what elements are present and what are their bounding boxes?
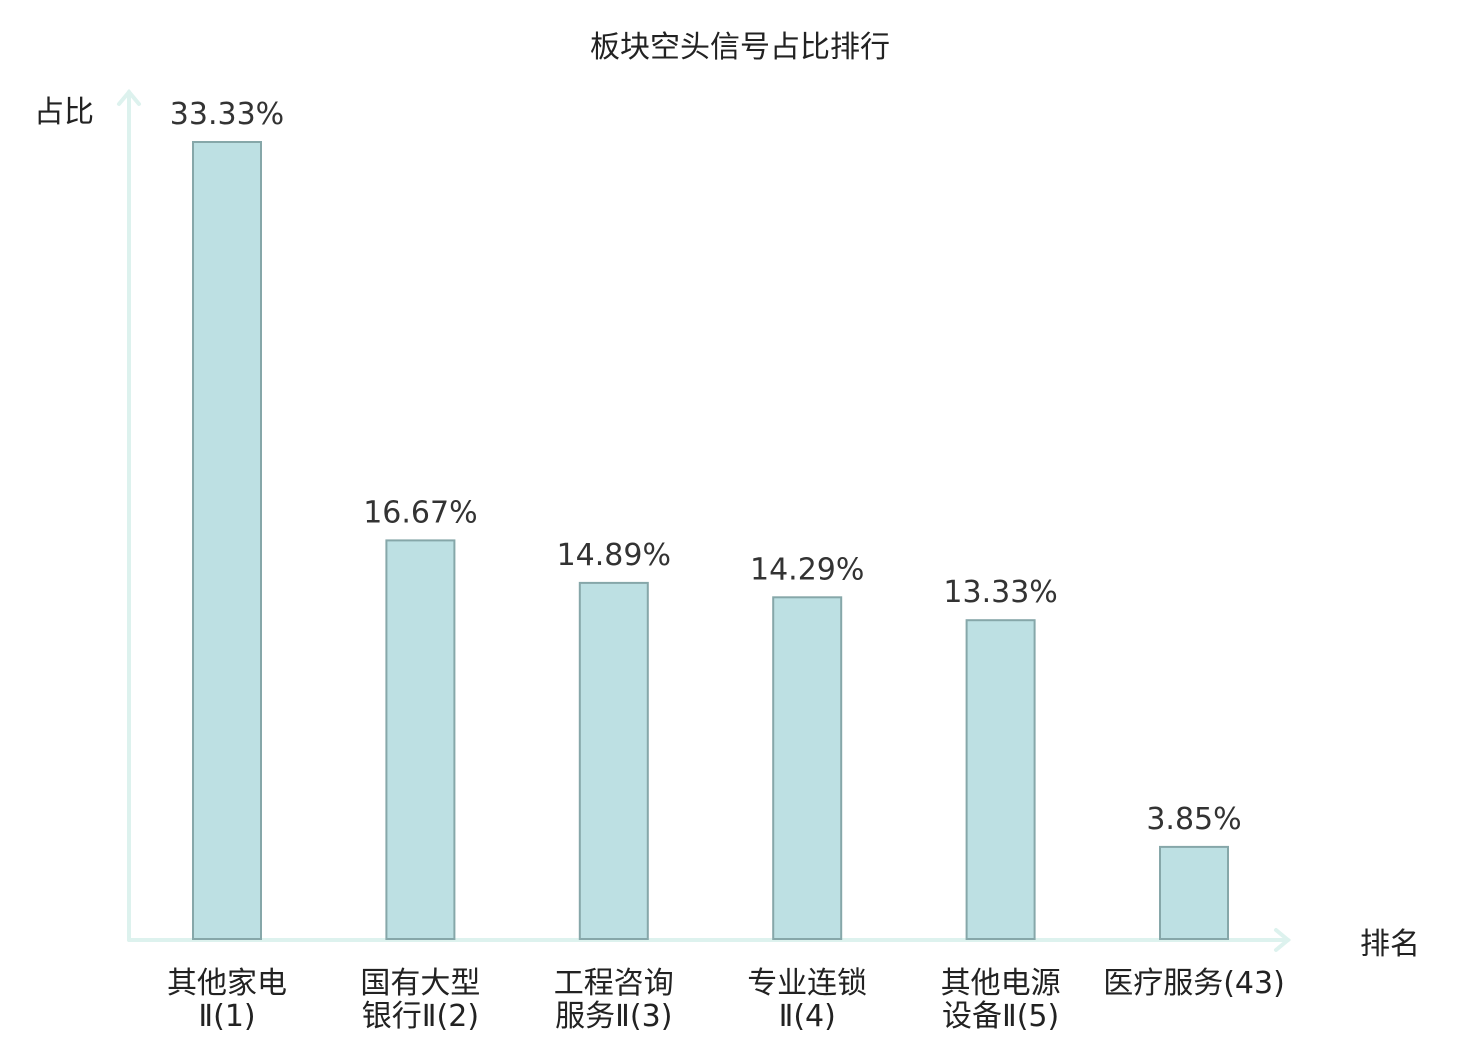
category-label-1-line-1: 其他家电 xyxy=(167,966,287,1001)
category-label-4-line-2: Ⅱ(4) xyxy=(779,999,836,1034)
category-label-2-line-1: 国有大型 xyxy=(360,966,480,1001)
category-label-6: 医疗服务(43) xyxy=(1103,966,1285,1001)
category-label-1-line-2: Ⅱ(1) xyxy=(198,999,255,1034)
labels-group: 33.33% 其他家电 Ⅱ(1) 16.67% 国有大型银行Ⅱ(2) 14.89% 工程咨询… xyxy=(167,97,1285,1034)
bar-6 xyxy=(1159,845,1229,941)
category-label-2: 国有大型银行Ⅱ(2) xyxy=(360,966,480,1034)
y-axis xyxy=(117,88,141,942)
chart-title: 板块空头信号占比排行 xyxy=(590,30,890,65)
bars-group xyxy=(192,141,1229,941)
bar-4 xyxy=(772,596,843,940)
category-label-1: 其他家电 Ⅱ(1) xyxy=(167,966,287,1034)
bar-1 xyxy=(192,141,262,940)
category-label-5: 其他电源设备Ⅱ(5) xyxy=(941,966,1061,1034)
value-label-1: 33.33% xyxy=(170,97,284,132)
category-label-3-line-2: 服务Ⅱ(3) xyxy=(555,999,672,1034)
y-axis-label: 占比 xyxy=(34,95,94,130)
category-label-2-line-2: 银行Ⅱ(2) xyxy=(362,999,479,1034)
category-label-5-line-2: 设备Ⅱ(5) xyxy=(942,999,1059,1034)
category-label-3: 工程咨询服务Ⅱ(3) xyxy=(554,966,674,1034)
category-label-3-line-1: 工程咨询 xyxy=(554,966,674,1001)
category-label-4: 专业连锁 Ⅱ(4) xyxy=(747,966,867,1034)
value-label-5: 13.33% xyxy=(943,575,1057,610)
bar-2 xyxy=(385,539,456,941)
value-label-3: 14.89% xyxy=(557,538,671,573)
category-label-6-line-1: 医疗服务(43) xyxy=(1103,966,1285,1001)
x-axis-label: 排名 xyxy=(1360,927,1420,962)
category-label-4-line-1: 专业连锁 xyxy=(747,966,867,1001)
bar-5 xyxy=(965,619,1036,940)
value-label-4: 14.29% xyxy=(750,552,864,587)
value-label-2: 16.67% xyxy=(363,495,477,530)
value-label-6: 3.85% xyxy=(1146,802,1241,837)
bar-3 xyxy=(578,581,649,941)
x-axis xyxy=(127,928,1292,952)
category-label-5-line-1: 其他电源 xyxy=(941,966,1061,1001)
